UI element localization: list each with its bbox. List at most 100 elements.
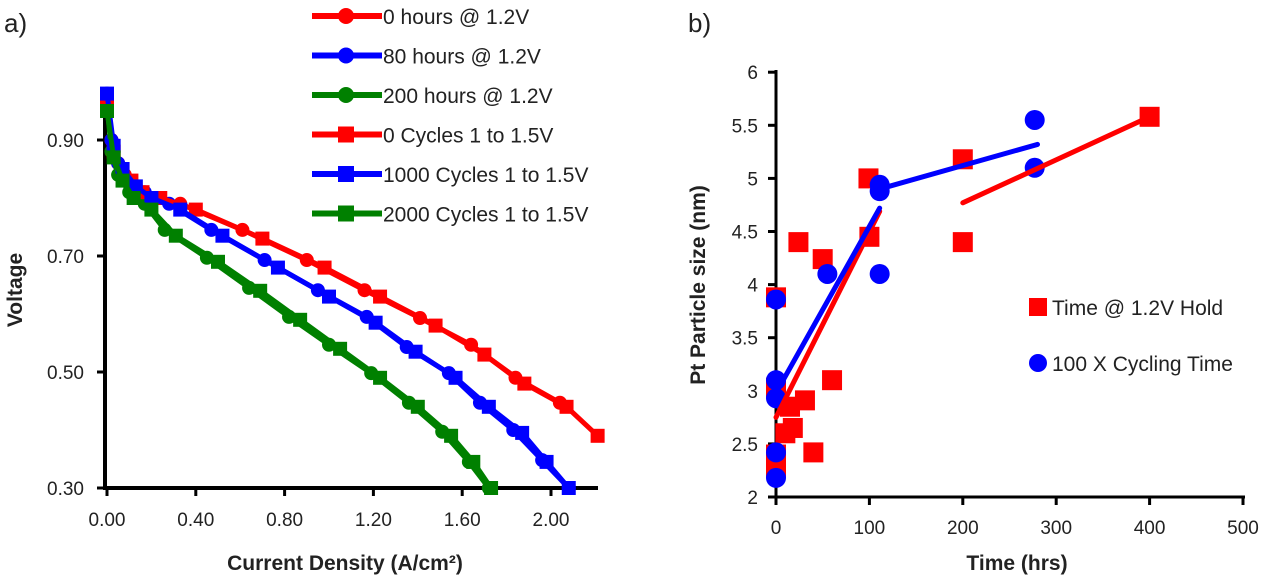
- legend-marker: [338, 47, 354, 64]
- y-tick-label-b: 6: [747, 63, 758, 84]
- data-point: [559, 399, 574, 414]
- x-tick-label-b: 200: [947, 518, 979, 539]
- x-axis-title-a: Current Density (A/cm²): [227, 552, 463, 575]
- x-tick-label-a: 1.60: [444, 510, 481, 531]
- trend-line: [877, 141, 1041, 192]
- series-1-b: 100 X Cycling Time: [766, 109, 1233, 488]
- data-point: [106, 150, 121, 165]
- y-tick-label-b: 5: [747, 169, 758, 190]
- data-point: [794, 390, 815, 411]
- legend-item-a: 200 hours @ 1.2V: [312, 85, 553, 108]
- data-point: [173, 202, 188, 217]
- data-point: [803, 442, 824, 463]
- data-point: [317, 260, 332, 275]
- y-tick-label-b: 2: [747, 488, 758, 509]
- legend-marker: [338, 87, 354, 103]
- x-tick-label-b: 100: [854, 518, 886, 539]
- y-tick-label-a: 0.90: [47, 131, 84, 152]
- series-line: [104, 104, 491, 490]
- legend-label: 0 Cycles 1 to 1.5V: [383, 125, 553, 148]
- series-5-a: [100, 104, 499, 495]
- legend-label: 1000 Cycles 1 to 1.5V: [383, 164, 588, 187]
- legend-label: 100 X Cycling Time: [1052, 353, 1233, 376]
- data-point: [211, 254, 225, 269]
- x-tick-label-a: 2.00: [533, 510, 570, 531]
- legend-item-a: 80 hours @ 1.2V: [312, 46, 541, 69]
- data-point: [144, 202, 159, 217]
- series-1-a: [100, 86, 576, 495]
- data-point: [255, 231, 270, 246]
- data-point: [481, 399, 496, 414]
- x-tick-label-b: 400: [1134, 518, 1166, 539]
- y-axis-title-b: Pt Particle size (nm): [687, 185, 710, 385]
- legend-item-a: 0 hours @ 1.2V: [312, 6, 529, 29]
- y-tick-label-b: 4.5: [732, 223, 758, 244]
- data-point: [448, 370, 463, 385]
- data-point: [333, 341, 348, 356]
- data-point: [561, 481, 576, 495]
- series-line: [104, 93, 571, 490]
- data-point: [322, 289, 336, 304]
- legend-marker: [338, 126, 354, 143]
- data-point: [144, 191, 159, 205]
- y-tick-label-b: 2.5: [732, 435, 758, 456]
- legend-item-a: 0 Cycles 1 to 1.5V: [312, 125, 553, 148]
- data-point: [126, 191, 141, 205]
- data-point: [253, 283, 268, 298]
- legend-marker: [338, 205, 354, 222]
- data-point: [817, 263, 838, 284]
- x-tick-label-a: 0.00: [89, 510, 126, 531]
- x-tick-label-b: 300: [1040, 518, 1072, 539]
- series-2-a: [100, 98, 496, 495]
- y-tick-label-b: 5.5: [732, 116, 758, 137]
- data-point: [869, 263, 890, 284]
- data-point: [539, 454, 554, 469]
- data-point: [410, 399, 425, 414]
- series-line: [104, 93, 571, 490]
- legend-label: 2000 Cycles 1 to 1.5V: [383, 204, 588, 227]
- data-point: [115, 173, 130, 188]
- legend-marker: [1029, 354, 1047, 372]
- data-point: [368, 315, 383, 330]
- legend-label: 0 hours @ 1.2V: [383, 6, 529, 29]
- data-point: [373, 289, 388, 304]
- y-tick-label-a: 0.30: [47, 479, 84, 500]
- data-point: [100, 86, 114, 101]
- x-axis-title-b: Time (hrs): [966, 552, 1067, 575]
- legend-label: 200 hours @ 1.2V: [383, 85, 553, 108]
- data-point: [444, 428, 459, 443]
- y-tick-label-b: 4: [747, 276, 758, 297]
- legend-label: 80 hours @ 1.2V: [383, 46, 541, 69]
- data-point: [373, 370, 388, 385]
- data-point: [822, 370, 843, 391]
- x-tick-label-b: 500: [1227, 518, 1259, 539]
- x-tick-label-b: 0: [771, 518, 782, 539]
- legend-item-a: 2000 Cycles 1 to 1.5V: [312, 204, 588, 227]
- y-tick-label-b: 3.5: [732, 329, 758, 350]
- y-tick-label-b: 3: [747, 382, 758, 403]
- data-point: [188, 202, 203, 217]
- legend-marker: [338, 8, 354, 24]
- x-tick-label-a: 1.20: [355, 510, 392, 531]
- data-point: [766, 289, 786, 310]
- data-point: [293, 312, 308, 327]
- y-axis-title-a: Voltage: [4, 253, 27, 327]
- data-point: [590, 428, 605, 443]
- data-point: [1024, 109, 1045, 130]
- data-point: [128, 179, 143, 194]
- legend-marker: [338, 166, 354, 182]
- series-4-a: [100, 86, 576, 495]
- data-point: [515, 425, 530, 440]
- data-point: [215, 228, 230, 243]
- legend-item-a: 1000 Cycles 1 to 1.5V: [312, 164, 588, 187]
- data-point: [766, 442, 786, 463]
- data-point: [952, 232, 973, 253]
- y-tick-label-a: 0.50: [47, 363, 84, 384]
- legend-label: Time @ 1.2V Hold: [1052, 297, 1223, 320]
- data-point: [466, 454, 481, 469]
- data-point: [775, 423, 796, 444]
- panel-label-a: a): [4, 8, 27, 38]
- legend-marker: [1029, 298, 1047, 316]
- data-point: [477, 347, 492, 362]
